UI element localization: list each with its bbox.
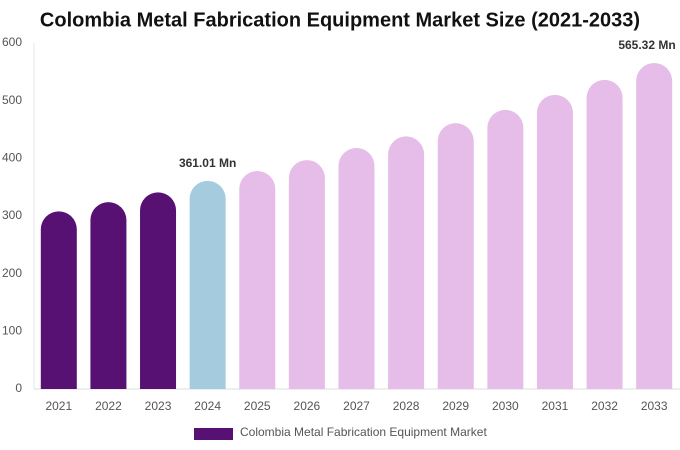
bar — [288, 160, 325, 389]
bar — [90, 202, 127, 389]
bar — [239, 171, 276, 389]
x-tick-label: 2029 — [442, 399, 469, 413]
x-tick-label: 2027 — [343, 399, 370, 413]
legend-label: Colombia Metal Fabrication Equipment Mar… — [240, 425, 487, 439]
x-tick-label: 2025 — [244, 399, 271, 413]
x-tick-label: 2031 — [542, 399, 569, 413]
x-tick-label: 2028 — [393, 399, 420, 413]
bar — [437, 123, 474, 389]
bar — [536, 94, 573, 389]
bar — [388, 136, 425, 389]
chart-title: Colombia Metal Fabrication Equipment Mar… — [40, 9, 640, 31]
bar — [189, 180, 226, 389]
y-tick-label: 0 — [15, 381, 22, 395]
x-tick-label: 2024 — [194, 399, 221, 413]
data-label: 361.01 Mn — [179, 156, 236, 170]
y-tick-label: 400 — [2, 151, 22, 165]
bar — [338, 147, 375, 389]
bar — [140, 192, 177, 389]
y-tick-label: 300 — [2, 208, 22, 222]
y-tick-label: 600 — [2, 35, 22, 49]
bar — [487, 109, 524, 390]
x-tick-label: 2026 — [294, 399, 321, 413]
x-tick-label: 2032 — [591, 399, 618, 413]
data-label: 565.32 Mn — [618, 38, 675, 52]
x-tick-label: 2030 — [492, 399, 519, 413]
x-tick-label: 2021 — [45, 399, 72, 413]
bar — [586, 79, 623, 389]
x-tick-label: 2022 — [95, 399, 122, 413]
y-tick-label: 100 — [2, 324, 22, 338]
legend-swatch — [194, 428, 233, 440]
y-tick-label: 200 — [2, 266, 22, 280]
y-tick-label: 500 — [2, 93, 22, 107]
bar — [636, 62, 673, 389]
bar — [40, 211, 77, 389]
x-tick-label: 2023 — [145, 399, 172, 413]
x-tick-label: 2033 — [641, 399, 668, 413]
